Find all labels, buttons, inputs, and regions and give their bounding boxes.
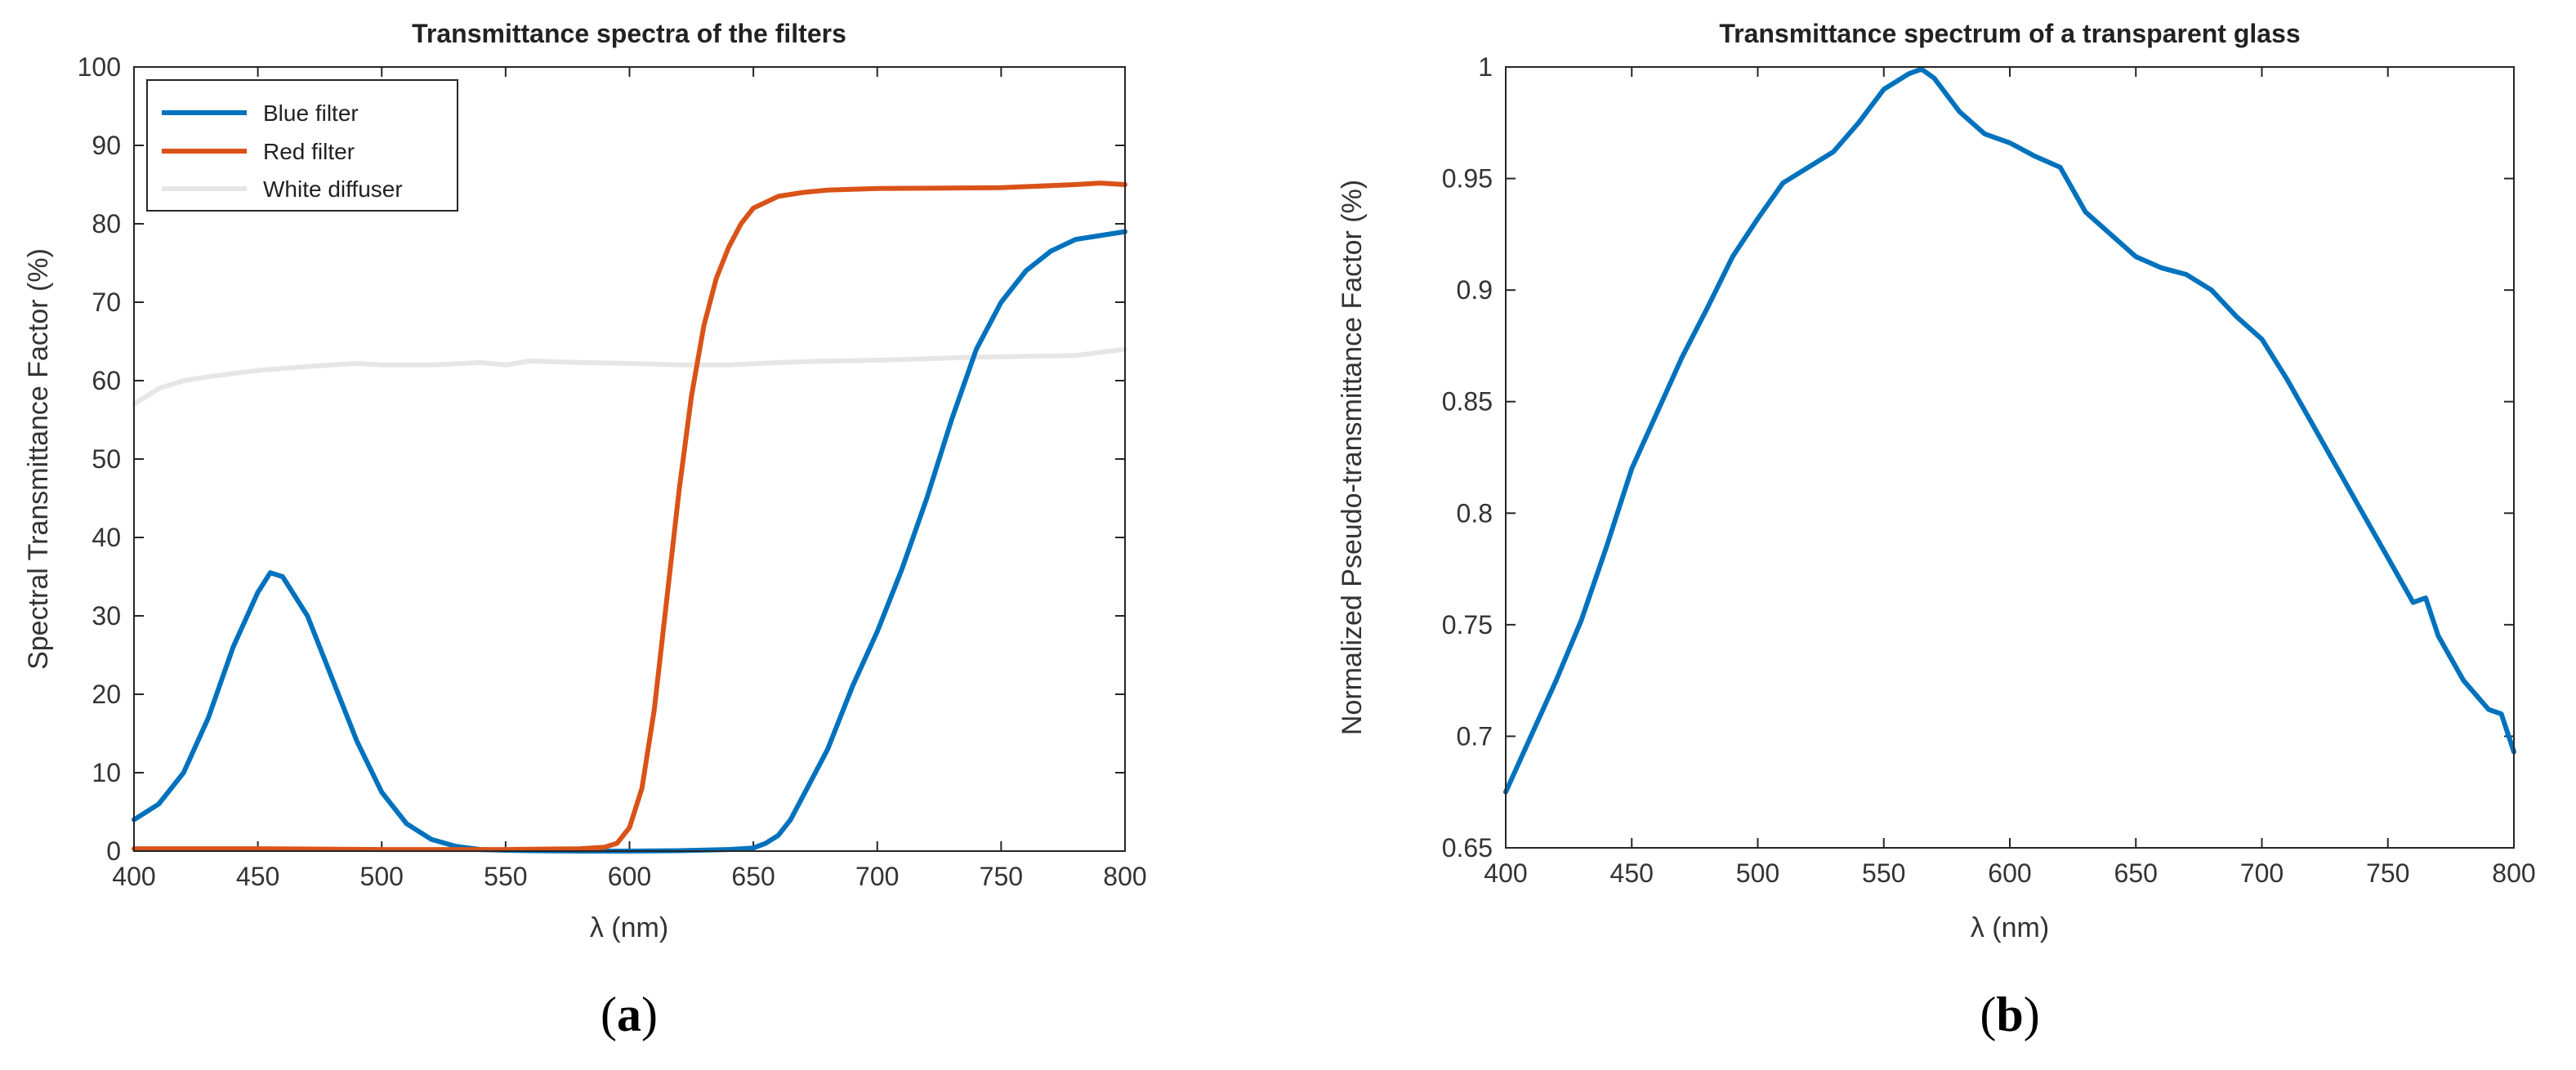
y-tick-label: 0 — [106, 836, 121, 866]
x-tick-label: 800 — [2492, 858, 2535, 888]
y-tick-label: 0.8 — [1457, 498, 1493, 528]
y-tick-label: 0.85 — [1442, 387, 1493, 417]
legend-label-red-filter: Red filter — [263, 139, 355, 164]
y-tick-label: 60 — [92, 366, 121, 395]
y-tick-label: 80 — [92, 209, 121, 239]
x-tick-label: 450 — [1610, 858, 1654, 888]
x-tick-label: 550 — [484, 862, 527, 891]
chart-b-ticks: 400 450 500 550 600 650 700 750 800 0.65 0.7 0.75 0.… — [1442, 52, 2536, 888]
x-tick-label: 500 — [360, 862, 404, 891]
y-tick-label: 0.9 — [1457, 275, 1493, 305]
x-tick-label: 400 — [1484, 858, 1527, 888]
legend-label-blue-filter: Blue filter — [263, 100, 359, 126]
series-line-red-filter — [132, 181, 1127, 853]
x-tick-label: 700 — [855, 862, 899, 891]
y-tick-label: 70 — [92, 288, 121, 317]
x-tick-label: 600 — [608, 862, 651, 891]
chart-b-ylabel: Normalized Pseudo-transmittance Factor (… — [1337, 180, 1368, 735]
x-tick-label: 700 — [2240, 858, 2284, 888]
chart-b-xlabel: λ (nm) — [1971, 912, 2049, 943]
legend-label-white-diffuser: White diffuser — [263, 176, 403, 202]
series-line-blue-filter — [132, 229, 1127, 854]
chart-a-plot-area — [133, 66, 1126, 852]
y-tick-label: 30 — [92, 601, 121, 631]
chart-b-lines — [1503, 66, 2516, 795]
chart-a: Transmittance spectra of the filters 400… — [23, 19, 1147, 943]
chart-a-legend: Blue filter Red filter White diffuser — [146, 79, 458, 212]
x-tick-label: 650 — [731, 862, 775, 891]
chart-a-lines — [132, 181, 1127, 854]
y-tick-label: 10 — [92, 758, 121, 787]
x-tick-label: 800 — [1103, 862, 1146, 891]
chart-a-title: Transmittance spectra of the filters — [412, 19, 846, 48]
chart-a-ylabel: Spectral Transmittance Factor (%) — [23, 248, 54, 670]
y-tick-label: 50 — [92, 444, 121, 474]
x-tick-label: 750 — [2366, 858, 2409, 888]
y-tick-label: 40 — [92, 523, 121, 552]
y-tick-label: 20 — [92, 680, 121, 709]
x-tick-label: 400 — [112, 862, 155, 891]
x-tick-label: 450 — [236, 862, 279, 891]
chart-b-plot-area — [1505, 66, 2515, 849]
chart-b: Transmittance spectrum of a transparent … — [1337, 19, 2536, 943]
x-tick-label: 650 — [2114, 858, 2158, 888]
y-tick-label: 1 — [1478, 52, 1493, 82]
x-tick-label: 600 — [1988, 858, 2031, 888]
panel-label-a: (a) — [600, 988, 658, 1041]
series-line-white-diffuser — [132, 346, 1127, 407]
y-tick-label: 0.7 — [1457, 721, 1493, 751]
y-tick-label: 90 — [92, 131, 121, 160]
chart-a-xlabel: λ (nm) — [590, 912, 668, 943]
panel-label-b: (b) — [1980, 988, 2039, 1041]
x-tick-label: 750 — [980, 862, 1023, 891]
x-tick-label: 550 — [1862, 858, 1905, 888]
chart-a-ticks: 400 450 500 550 600 650 700 750 800 0 10 20 30 40 50 60… — [78, 52, 1147, 891]
y-tick-label: 0.95 — [1442, 164, 1493, 194]
y-tick-label: 0.75 — [1442, 610, 1493, 640]
x-tick-label: 500 — [1736, 858, 1779, 888]
y-tick-label: 0.65 — [1442, 833, 1493, 863]
series-line-transparent-glass — [1503, 66, 2516, 795]
chart-b-title: Transmittance spectrum of a transparent … — [1719, 19, 2300, 48]
y-tick-label: 100 — [78, 52, 121, 82]
